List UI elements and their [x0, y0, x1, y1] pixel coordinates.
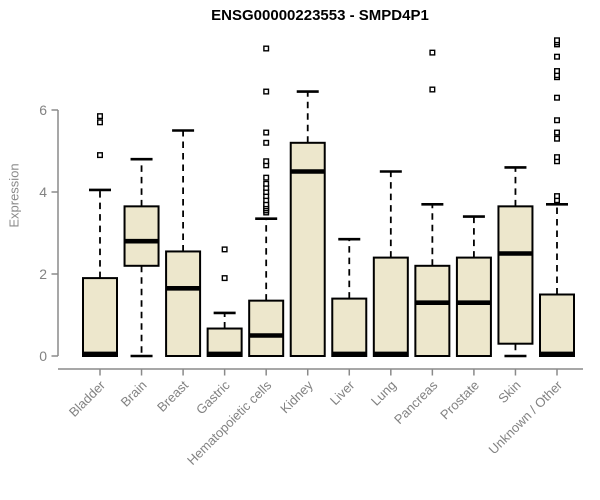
- y-tick-label: 0: [39, 348, 47, 364]
- outlier-point: [263, 129, 270, 136]
- box: [331, 297, 368, 358]
- outlier-point: [554, 53, 561, 60]
- boxplot-hematopoietic-cells: [248, 45, 285, 357]
- outlier-point: [263, 88, 270, 95]
- boxplot-bladder: [82, 113, 118, 358]
- y-tick-label: 4: [39, 184, 47, 200]
- outlier-point: [554, 37, 561, 44]
- boxplot-lung: [372, 170, 409, 358]
- boxplot-liver: [331, 237, 368, 358]
- boxplot-prostate: [455, 215, 492, 358]
- x-category-label: Prostate: [437, 378, 482, 423]
- outlier-point: [554, 193, 561, 200]
- box: [123, 205, 160, 267]
- outlier-point: [554, 68, 561, 75]
- outlier-point: [263, 139, 270, 146]
- box: [497, 205, 534, 345]
- box: [455, 256, 492, 358]
- box: [372, 256, 409, 358]
- outlier-point: [263, 180, 270, 187]
- x-category-label: Liver: [327, 377, 358, 408]
- outlier-point: [263, 158, 270, 165]
- x-category-label: Kidney: [277, 377, 316, 416]
- outlier-point: [554, 117, 561, 124]
- outlier-point: [429, 49, 436, 56]
- boxplot-skin: [497, 166, 534, 358]
- outlier-point: [96, 152, 103, 159]
- x-category-label: Lung: [368, 378, 399, 409]
- x-category-label: Breast: [154, 377, 191, 414]
- x-category-label: Gastric: [193, 377, 233, 417]
- boxplot-gastric: [206, 246, 243, 357]
- box: [414, 264, 451, 357]
- box: [206, 327, 243, 357]
- boxplot-brain: [123, 157, 160, 358]
- boxplot-kidney: [289, 90, 326, 357]
- x-category-label: Unknown / Other: [486, 377, 566, 457]
- outlier-point: [96, 113, 103, 120]
- outlier-point: [429, 86, 436, 93]
- boxplot-breast: [165, 129, 202, 357]
- x-category-label: Bladder: [66, 377, 109, 420]
- outlier-point: [554, 154, 561, 161]
- boxplot-unknown-other: [539, 37, 575, 357]
- x-category-label: Brain: [118, 378, 150, 410]
- outlier-point: [554, 94, 561, 101]
- outlier-point: [554, 129, 561, 136]
- box: [539, 293, 575, 357]
- outlier-point: [263, 174, 270, 181]
- box: [165, 250, 202, 357]
- x-category-label: Skin: [495, 378, 523, 406]
- outlier-point: [554, 135, 561, 142]
- box: [82, 277, 118, 358]
- x-category-label: Pancreas: [391, 377, 441, 427]
- boxplot-pancreas: [414, 49, 451, 357]
- outlier-point: [263, 45, 270, 52]
- y-tick-label: 2: [39, 266, 47, 282]
- box: [248, 299, 285, 357]
- outlier-point: [96, 119, 103, 126]
- chart-title: ENSG00000223553 - SMPD4P1: [211, 7, 429, 24]
- outlier-point: [221, 275, 228, 282]
- box: [289, 141, 326, 357]
- outlier-point: [221, 246, 228, 253]
- y-tick-label: 6: [39, 102, 47, 118]
